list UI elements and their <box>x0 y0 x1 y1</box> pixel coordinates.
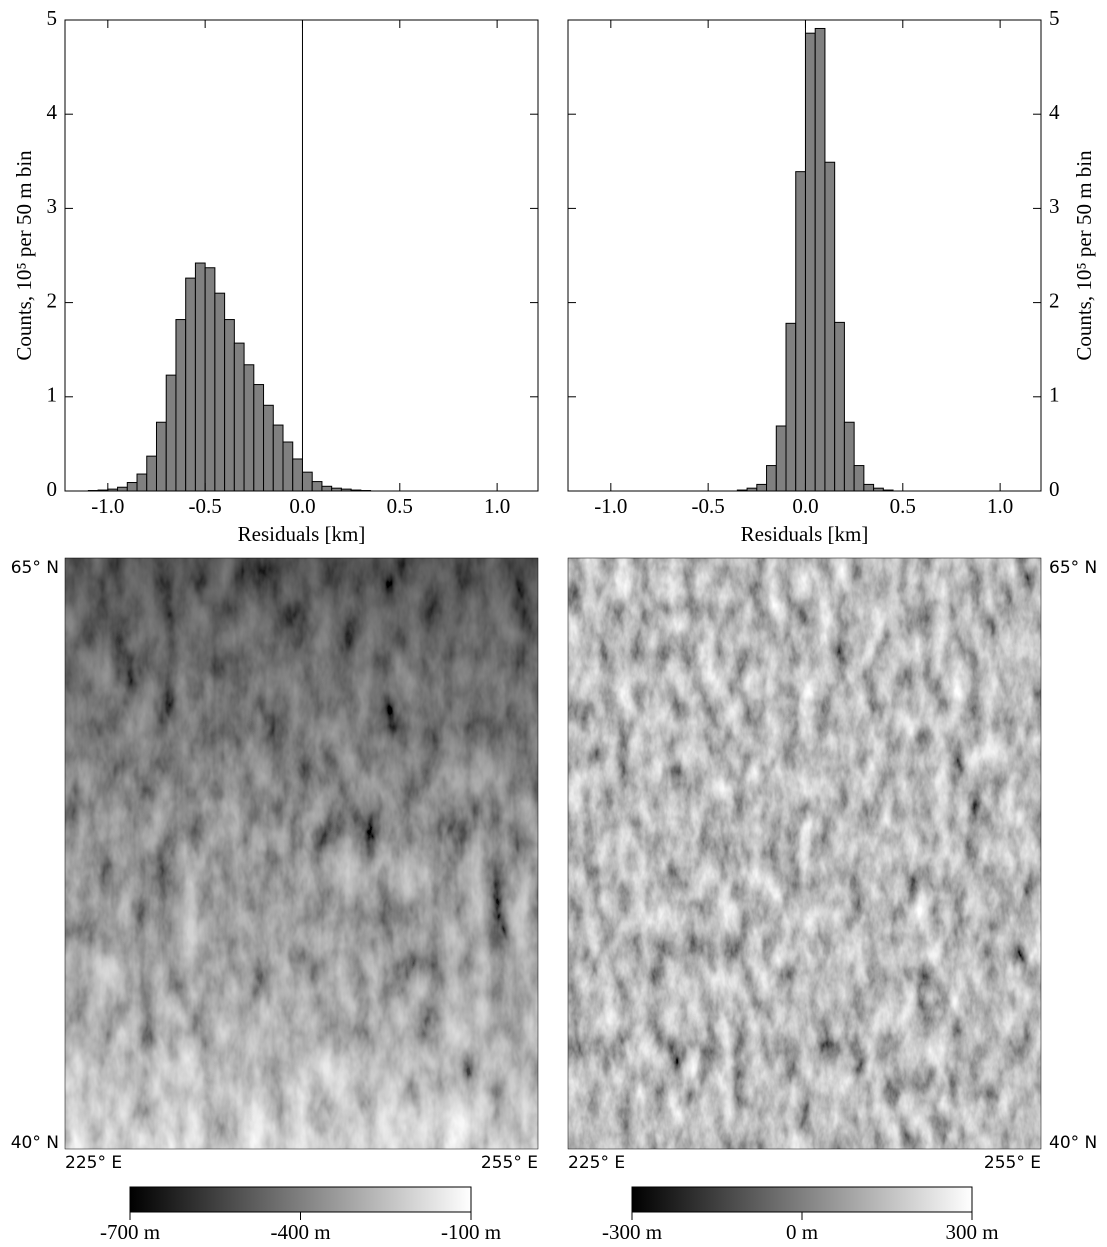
colorbar-tick-label: 0 m <box>786 1220 818 1244</box>
bar <box>194 262 206 492</box>
bar <box>233 342 245 492</box>
colorbar-tick-label: -700 m <box>100 1220 160 1244</box>
bar <box>253 384 265 492</box>
x-axis-label: Residuals [km] <box>238 522 366 546</box>
y-tick-label: 1 <box>47 383 58 407</box>
y-tick-label: 0 <box>1049 477 1060 501</box>
bar <box>175 319 187 492</box>
y-tick-label: 0 <box>47 477 58 501</box>
y-tick-label: 2 <box>47 288 58 312</box>
bar <box>136 473 148 492</box>
bar <box>204 267 216 492</box>
colorbar-tick-label: -400 m <box>270 1220 330 1244</box>
plot-frame <box>567 19 1042 492</box>
x-tick-label: 0.5 <box>890 494 916 518</box>
lon-label: 255° E <box>481 1153 538 1173</box>
lon-label: 225° E <box>568 1153 625 1173</box>
x-tick-label: -1.0 <box>91 494 124 518</box>
lon-label: 255° E <box>984 1153 1041 1173</box>
bar <box>146 455 157 492</box>
lat-label: 40° N <box>11 1133 59 1153</box>
bar <box>766 465 777 492</box>
x-tick-label: 0.0 <box>792 494 818 518</box>
colorbar-tick-label: 300 m <box>945 1220 998 1244</box>
bar <box>804 32 816 492</box>
colorbar <box>129 1186 472 1213</box>
y-tick-label: 5 <box>1049 6 1060 30</box>
bar <box>224 319 235 492</box>
bar <box>292 458 303 492</box>
bar <box>117 486 128 492</box>
bar <box>775 425 787 492</box>
y-tick-label: 3 <box>47 194 58 218</box>
x-tick-label: 1.0 <box>484 494 510 518</box>
bar <box>853 465 865 492</box>
lat-label: 40° N <box>1049 1133 1097 1153</box>
bar <box>263 404 274 492</box>
lon-label: 225° E <box>65 1153 122 1173</box>
bar <box>756 483 768 492</box>
x-tick-label: 1.0 <box>987 494 1013 518</box>
bar <box>785 322 797 492</box>
bar <box>321 485 333 492</box>
y-tick-label: 4 <box>1049 100 1060 124</box>
x-tick-label: 0.0 <box>289 494 315 518</box>
bar <box>214 292 226 492</box>
colorbar-tick-label: -300 m <box>602 1220 662 1244</box>
plot-frame <box>64 19 539 492</box>
map-frame <box>64 557 539 1150</box>
bar <box>795 171 806 492</box>
lat-label: 65° N <box>1049 558 1097 578</box>
map-shading <box>65 558 538 1149</box>
x-tick-label: -0.5 <box>692 494 725 518</box>
bar <box>185 277 196 492</box>
bar <box>165 374 177 492</box>
x-axis-label: Residuals [km] <box>741 522 869 546</box>
x-tick-label: 0.5 <box>387 494 413 518</box>
y-tick-label: 4 <box>47 100 58 124</box>
bar <box>311 481 323 492</box>
bar <box>863 483 875 492</box>
colorbar-tick-label: -100 m <box>441 1220 501 1244</box>
bar <box>824 161 836 492</box>
map-frame <box>567 557 1042 1150</box>
bar <box>843 421 855 492</box>
x-tick-label: -1.0 <box>594 494 627 518</box>
y-tick-label: 1 <box>1049 383 1060 407</box>
bar <box>834 321 845 492</box>
bar <box>301 471 313 492</box>
bar <box>126 482 138 492</box>
y-tick-label: 5 <box>47 6 58 30</box>
y-axis-label: Counts, 10⁵ per 50 m bin <box>12 150 36 361</box>
bar <box>814 27 826 492</box>
y-tick-label: 3 <box>1049 194 1060 218</box>
bar <box>282 441 294 492</box>
bar <box>155 421 167 492</box>
y-tick-label: 2 <box>1049 288 1060 312</box>
x-tick-label: -0.5 <box>189 494 222 518</box>
colorbar <box>631 1186 973 1213</box>
y-axis-label: Counts, 10⁵ per 50 m bin <box>1072 150 1096 361</box>
bar <box>243 364 255 492</box>
map-image <box>568 558 1041 1149</box>
bar <box>272 424 284 492</box>
lat-label: 65° N <box>11 558 59 578</box>
